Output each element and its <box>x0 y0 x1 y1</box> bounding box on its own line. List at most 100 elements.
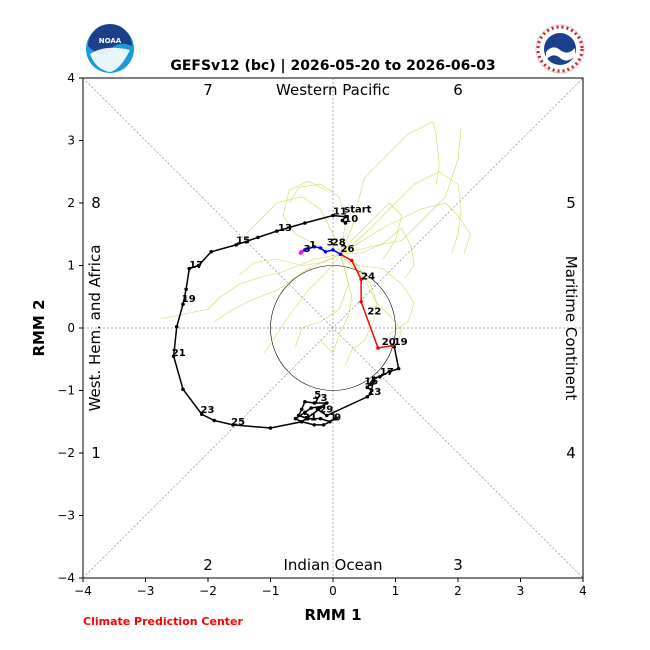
x-tick-label: −1 <box>262 584 280 598</box>
observed-early-point <box>340 218 345 223</box>
point-label: 5 <box>314 390 321 401</box>
point-label: 11 <box>333 206 347 217</box>
point-label: start <box>344 204 371 215</box>
observed-early-point <box>303 399 307 404</box>
y-tick-label: −1 <box>57 384 75 398</box>
region-label-west-hem-africa: West. Hem. and Africa <box>86 245 104 412</box>
point-label: 29 <box>319 404 333 415</box>
observed-phase45-point <box>387 369 392 374</box>
x-axis-label: RMM 1 <box>304 606 361 624</box>
observed-early-point <box>181 387 185 392</box>
phase-number: 6 <box>453 81 463 99</box>
ensemble-member-line <box>320 254 353 354</box>
ensemble-member-line <box>161 253 341 319</box>
observed-late-line <box>340 253 393 349</box>
observed-early-point <box>303 410 307 415</box>
phase-number: 1 <box>91 444 101 462</box>
y-tick-label: 2 <box>67 196 75 210</box>
ensemble-member-line <box>340 202 403 260</box>
y-tick-label: −2 <box>57 446 75 460</box>
observed-early-point <box>343 214 348 219</box>
point-label: 1 <box>330 413 337 424</box>
ensemble-member-line <box>239 253 341 276</box>
x-tick-label: 0 <box>329 584 337 598</box>
ensemble-member-line <box>295 254 349 347</box>
y-tick-label: 1 <box>67 259 75 273</box>
observed-early-point <box>331 213 335 218</box>
forecast-mean-point <box>318 246 323 250</box>
region-label-maritime-continent: Maritime Continent <box>562 256 580 401</box>
point-label: 19 <box>394 337 408 348</box>
ensemble-member-line <box>214 253 341 322</box>
y-tick-label: −3 <box>57 509 75 523</box>
observed-early-point <box>306 416 310 421</box>
observed-early-point <box>303 221 307 225</box>
observed-early-point <box>199 412 204 417</box>
ensemble-member-line <box>264 254 341 354</box>
nws-logo <box>535 24 585 74</box>
observed-early-point <box>181 302 185 307</box>
forecast-mean-point <box>338 252 343 257</box>
ensemble-member-line <box>340 254 403 347</box>
point-label: 1 <box>309 240 316 251</box>
point-label: 13 <box>278 223 292 234</box>
observed-early-point <box>184 287 188 292</box>
observed-early-point <box>312 401 317 405</box>
forecast-end-point <box>298 251 303 255</box>
phase-number: 7 <box>203 81 213 99</box>
forecast-mean-point <box>312 244 317 249</box>
phase-number: 2 <box>203 556 213 574</box>
point-label: 24 <box>361 271 375 282</box>
point-label: 26 <box>341 244 355 255</box>
credit-label: Climate Prediction Center <box>83 615 243 628</box>
observed-phase45-point <box>371 376 376 380</box>
point-label: 3 <box>321 393 328 404</box>
observed-early-point <box>256 235 260 240</box>
observed-early-point <box>187 266 192 271</box>
observed-early-point <box>368 391 373 396</box>
x-tick-label: 1 <box>392 584 400 598</box>
point-label: 22 <box>367 306 381 317</box>
observed-early-point <box>209 249 213 254</box>
observed-early-point <box>234 243 238 247</box>
ensemble-member-line <box>340 121 440 255</box>
ensemble-member-line <box>288 183 346 255</box>
forecast-mean-point <box>303 248 307 252</box>
chart-title: GEFSv12 (bc) | 2026-05-20 to 2026-06-03 <box>170 58 495 74</box>
ensemble-member-line <box>340 127 462 255</box>
point-label: 23 <box>201 405 215 416</box>
point-label: 15 <box>364 376 378 387</box>
ensemble-member-line <box>340 202 471 255</box>
point-label: 9 <box>334 413 341 424</box>
forecast-mean-point <box>331 248 335 252</box>
observed-early-point <box>324 413 329 418</box>
observed-early-point <box>174 324 179 329</box>
x-tick-label: −2 <box>199 584 217 598</box>
point-label: 25 <box>231 417 245 428</box>
point-label: 17 <box>189 260 203 271</box>
observed-early-point <box>318 416 323 421</box>
y-tick-label: 4 <box>67 71 75 85</box>
observed-early-point <box>212 418 217 423</box>
phase-number: 8 <box>91 194 101 212</box>
observed-late-point <box>359 299 363 304</box>
observed-early-point <box>369 388 374 393</box>
ensemble-member-line <box>340 227 415 279</box>
ensemble-member-line <box>245 196 341 255</box>
observed-phase45-point <box>365 385 370 390</box>
observed-phase45-point <box>378 374 382 379</box>
region-label-indian-ocean: Indian Ocean <box>283 556 382 574</box>
noaa-logo: NOAA <box>86 24 134 73</box>
phase-number: 5 <box>566 194 576 212</box>
y-tick-label: 0 <box>67 321 75 335</box>
observed-early-point <box>274 229 279 233</box>
observed-early-point <box>296 413 301 418</box>
y-tick-label: 3 <box>67 134 75 148</box>
x-tick-label: −3 <box>137 584 155 598</box>
ensemble-member-line <box>340 171 462 255</box>
observed-early-point <box>299 419 304 424</box>
unit-circle <box>270 265 396 391</box>
x-tick-label: 2 <box>454 584 462 598</box>
observed-phase45-point <box>396 366 401 371</box>
